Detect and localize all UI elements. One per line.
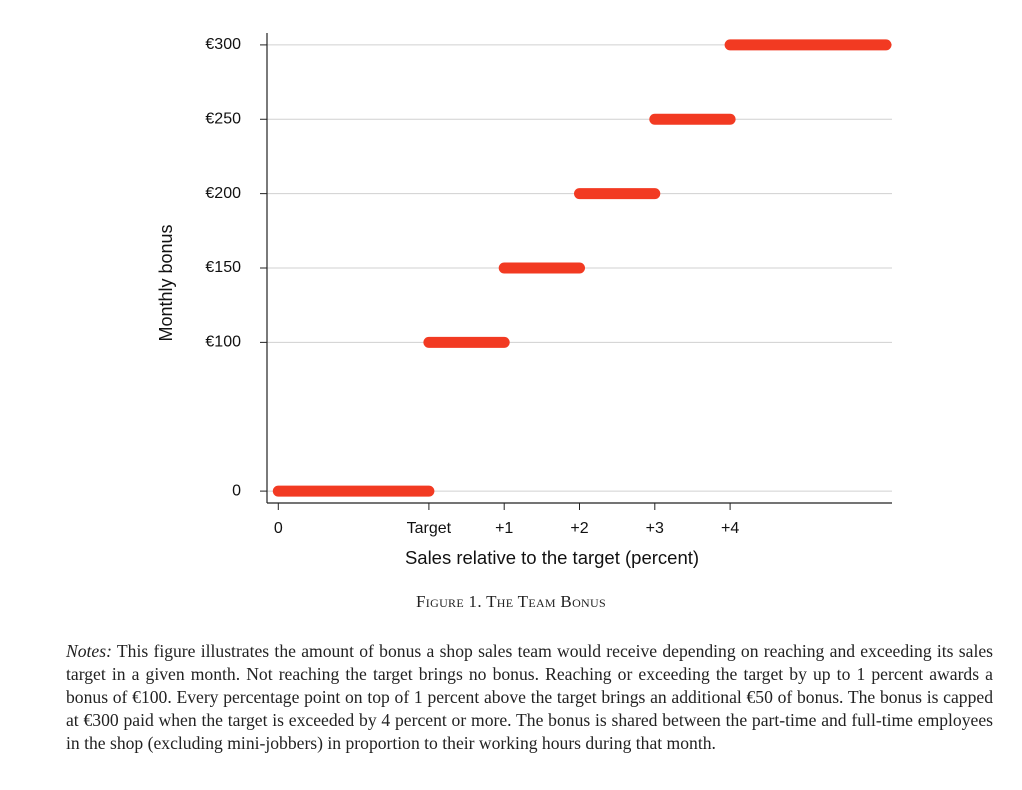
x-tick-label: +3 [646, 520, 664, 537]
notes-text: This figure illustrates the amount of bo… [66, 641, 993, 753]
chart: Monthly bonus Sales relative to the targ… [156, 33, 892, 568]
x-tick-label: +1 [495, 520, 513, 537]
x-axis-label: Sales relative to the target (percent) [405, 547, 699, 568]
x-tick-label: 0 [274, 520, 283, 537]
y-axis-label: Monthly bonus [156, 224, 176, 341]
y-tick-label: €250 [205, 110, 241, 127]
figure-caption: Figure 1. The Team Bonus [416, 592, 606, 611]
y-tick-label: €200 [205, 185, 241, 202]
notes-label: Notes: [66, 641, 112, 661]
x-tick-label: Target [407, 520, 452, 537]
x-tick-label: +4 [721, 520, 739, 537]
y-tick-label: 0 [232, 482, 241, 499]
x-tick-label: +2 [570, 520, 588, 537]
y-tick-label: €150 [205, 259, 241, 276]
y-tick-label: €300 [205, 36, 241, 53]
notes: Notes: This figure illustrates the amoun… [66, 640, 993, 755]
y-tick-label: €100 [205, 334, 241, 351]
